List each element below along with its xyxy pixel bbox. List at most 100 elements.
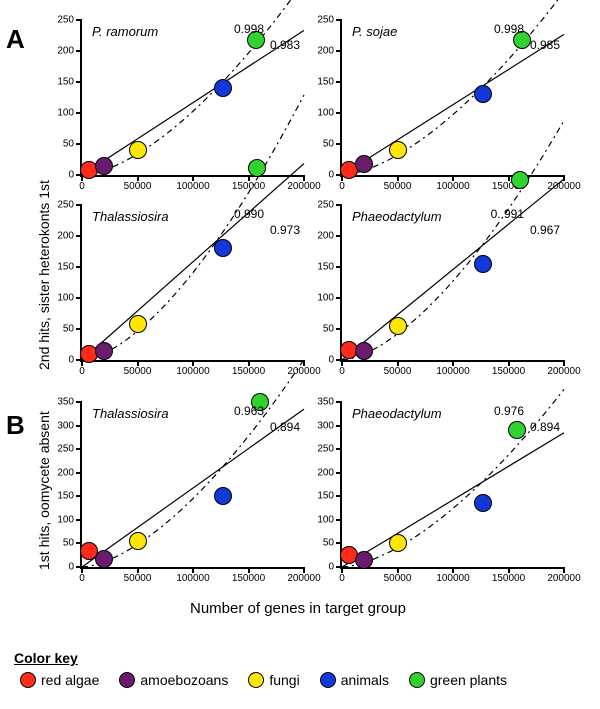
data-point [214, 79, 232, 97]
plot-title: P. ramorum [92, 24, 158, 39]
tick-label-y: 50 [323, 538, 334, 549]
tick-label-x: 0 [79, 366, 85, 377]
tick-label-x: 100000 [436, 366, 469, 377]
tick-label-y: 50 [63, 139, 74, 150]
tick-label-x: 150000 [232, 573, 265, 584]
tick-label-y: 150 [57, 262, 74, 273]
data-point [129, 315, 147, 333]
tick-label-x: 200000 [287, 181, 320, 192]
tick-label-x: 100000 [176, 573, 209, 584]
plot-title: Phaeodactylum [352, 209, 442, 224]
r-curve-label: 0.998 [234, 22, 264, 36]
tick-label-y: 50 [63, 324, 74, 335]
tick-label-x: 100000 [176, 181, 209, 192]
legend-label: fungi [269, 672, 299, 688]
tick-label-y: 300 [317, 420, 334, 431]
tick-label-x: 150000 [492, 366, 525, 377]
tick-label-x: 50000 [384, 573, 412, 584]
legend-dot-icon [409, 672, 425, 688]
tick-label-y: 50 [323, 324, 334, 335]
data-point [95, 157, 113, 175]
tick-label-y: 200 [57, 231, 74, 242]
plot-a2: 050100150200250050000100000150000200000P… [340, 20, 564, 177]
tick-label-y: 0 [68, 562, 74, 573]
tick-label-x: 50000 [384, 181, 412, 192]
tick-label-y: 250 [57, 15, 74, 26]
data-point [95, 550, 113, 568]
plot-title: Thalassiosira [92, 209, 169, 224]
data-point [95, 342, 113, 360]
legend: red algae amoebozoans fungi animals gree… [20, 672, 507, 688]
data-point [129, 141, 147, 159]
tick-label-y: 250 [317, 444, 334, 455]
r-line-label: 0.985 [530, 38, 560, 52]
tick-label-x: 0 [339, 366, 345, 377]
r-curve-label: 0.976 [494, 404, 524, 418]
tick-label-y: 350 [317, 397, 334, 408]
plot-b2: 0501001502002503003500500001000001500002… [340, 402, 564, 569]
tick-label-y: 200 [317, 231, 334, 242]
xlabel: Number of genes in target group [190, 600, 406, 617]
tick-label-y: 250 [57, 444, 74, 455]
legend-label: animals [341, 672, 389, 688]
legend-label: red algae [41, 672, 99, 688]
legend-item: fungi [248, 672, 299, 688]
legend-dot-icon [119, 672, 135, 688]
tick-label-y: 50 [323, 139, 334, 150]
plot-title: Phaeodactylum [352, 406, 442, 421]
legend-dot-icon [320, 672, 336, 688]
tick-label-y: 350 [57, 397, 74, 408]
tick-label-y: 100 [317, 108, 334, 119]
tick-label-y: 250 [317, 15, 334, 26]
ylabel-b: 1st hits, oomycete absent [36, 411, 52, 570]
tick-label-y: 100 [317, 293, 334, 304]
r-curve-label: 0. 991 [491, 207, 524, 221]
tick-label-y: 150 [57, 491, 74, 502]
tick-label-y: 200 [57, 46, 74, 57]
r-line-label: 0.894 [270, 420, 300, 434]
r-line-label: 0.967 [530, 223, 560, 237]
tick-label-y: 150 [317, 77, 334, 88]
tick-label-y: 50 [63, 538, 74, 549]
data-point [129, 532, 147, 550]
data-point [508, 421, 526, 439]
tick-label-y: 100 [57, 293, 74, 304]
legend-dot-icon [20, 672, 36, 688]
tick-label-x: 150000 [232, 366, 265, 377]
data-point [389, 317, 407, 335]
tick-label-x: 0 [339, 573, 345, 584]
legend-item: animals [320, 672, 389, 688]
plot-b1: 0501001502002503003500500001000001500002… [80, 402, 304, 569]
r-curve-label: 0.998 [494, 22, 524, 36]
tick-label-x: 50000 [124, 181, 152, 192]
tick-label-y: 0 [68, 355, 74, 366]
panel-label-a: A [6, 24, 25, 55]
tick-label-x: 100000 [436, 181, 469, 192]
tick-label-y: 0 [328, 355, 334, 366]
data-point [474, 85, 492, 103]
tick-label-y: 150 [317, 262, 334, 273]
data-point [248, 159, 266, 177]
tick-label-x: 200000 [287, 366, 320, 377]
r-line-label: 0.983 [270, 38, 300, 52]
legend-title: Color key [14, 650, 78, 666]
r-curve-label: 0.963 [234, 404, 264, 418]
tick-label-x: 50000 [384, 366, 412, 377]
tick-label-x: 0 [79, 181, 85, 192]
legend-dot-icon [248, 672, 264, 688]
tick-label-x: 0 [339, 181, 345, 192]
data-point [355, 551, 373, 569]
data-point [474, 255, 492, 273]
data-point [355, 155, 373, 173]
data-point [214, 487, 232, 505]
tick-label-x: 50000 [124, 366, 152, 377]
tick-label-y: 200 [57, 467, 74, 478]
data-point [214, 239, 232, 257]
plot-a1: 050100150200250050000100000150000200000P… [80, 20, 304, 177]
r-line-label: 0.894 [530, 420, 560, 434]
tick-label-x: 200000 [547, 573, 580, 584]
legend-item: amoebozoans [119, 672, 228, 688]
tick-label-y: 300 [57, 420, 74, 431]
tick-label-x: 0 [79, 573, 85, 584]
tick-label-y: 150 [317, 491, 334, 502]
